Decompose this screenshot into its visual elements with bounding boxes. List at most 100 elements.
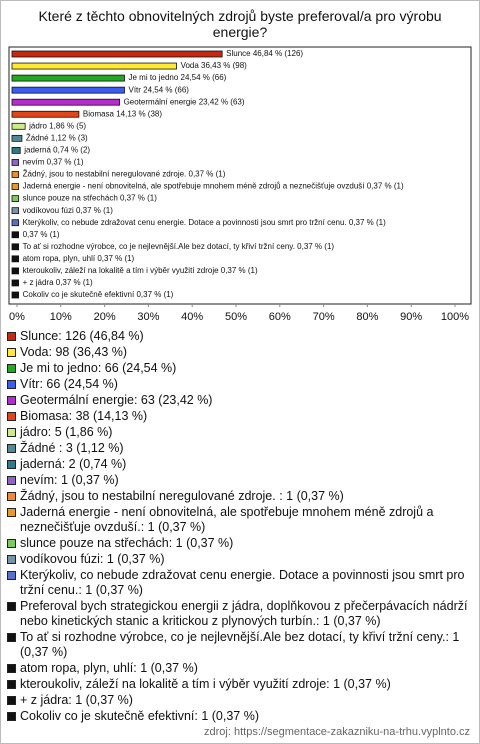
legend-swatch <box>7 696 16 705</box>
legend-label: Žádné : 3 (1,12 %) <box>20 441 124 455</box>
legend-label: Voda: 98 (36,43 %) <box>20 345 128 359</box>
x-tick-label: 0% <box>9 311 25 323</box>
legend-item: Žádný, jsou to nestabilní neregulované z… <box>6 489 472 504</box>
legend-label: Geotermální energie: 63 (23,42 %) <box>20 393 213 407</box>
legend-label: jádro: 5 (1,86 %) <box>20 425 113 439</box>
legend-label: nevím: 1 (0,37 %) <box>20 473 119 487</box>
legend-label: Preferoval bych strategickou energii z j… <box>20 599 468 628</box>
bar-label: Voda 36,43 % (98) <box>181 61 248 70</box>
legend-label: atom ropa, plyn, uhlí: 1 (0,37 %) <box>20 661 198 675</box>
legend-swatch <box>7 602 16 611</box>
legend-label: Biomasa: 38 (14,13 %) <box>20 409 148 423</box>
bar-label: Geotermální energie 23,42 % (63) <box>124 97 245 106</box>
x-tick-label: 70% <box>313 311 335 323</box>
legend-swatch <box>7 633 16 642</box>
x-tick-label: 90% <box>400 311 422 323</box>
legend-swatch <box>7 364 16 373</box>
bar <box>11 122 26 130</box>
bar-label: vodíkovou fúzi 0,37 % (1) <box>23 206 114 215</box>
legend-swatch <box>7 476 16 485</box>
legend-item: Žádné : 3 (1,12 %) <box>6 441 472 456</box>
legend-item: Geotermální energie: 63 (23,42 %) <box>6 393 472 408</box>
legend-item: Slunce: 126 (46,84 %) <box>6 329 472 344</box>
bar <box>11 98 120 106</box>
legend-label: To ať si rozhodne výrobce, co je nejlevn… <box>20 630 460 659</box>
bar-label: Slunce 46,84 % (126) <box>226 49 303 58</box>
bar-label: + z jádra 0,37 % (1) <box>23 278 93 287</box>
bar-label: slunce pouze na střechách 0,37 % (1) <box>23 194 158 203</box>
legend-swatch <box>7 680 16 689</box>
legend-label: jaderná: 2 (0,74 %) <box>20 457 127 471</box>
x-tick-label: 80% <box>356 311 378 323</box>
legend-item: jádro: 5 (1,86 %) <box>6 425 472 440</box>
legend-swatch <box>7 460 16 469</box>
legend-label: Kterýkoliv, co nebude zdražovat cenu ene… <box>20 568 465 597</box>
x-tick-label: 50% <box>225 311 247 323</box>
legend-swatch <box>7 412 16 421</box>
legend-swatch <box>7 428 16 437</box>
legend-label: kteroukoliv, záleží na lokalitě a tím i … <box>20 677 391 691</box>
bar <box>11 62 177 70</box>
x-tick-label: 30% <box>137 311 159 323</box>
legend-item: vodíkovou fúzi: 1 (0,37 %) <box>6 552 472 567</box>
bar <box>11 183 20 190</box>
legend-item: Cokoliv co je skutečně efektivní: 1 (0,3… <box>6 709 472 724</box>
bar <box>11 171 20 178</box>
bar <box>11 267 20 275</box>
bar <box>11 86 125 94</box>
legend-item: Vítr: 66 (24,54 %) <box>6 377 472 392</box>
bar-label: To ať si rozhodne výrobce, co je nejlevn… <box>23 242 335 251</box>
x-tick-label: 10% <box>50 311 72 323</box>
bar <box>11 255 20 263</box>
bar-label: nevím 0,37 % (1) <box>23 158 84 167</box>
bar-label: kteroukoliv, záleží na lokalitě a tím i … <box>23 266 258 275</box>
legend-swatch <box>7 539 16 548</box>
legend-item: atom ropa, plyn, uhlí: 1 (0,37 %) <box>6 661 472 676</box>
legend-swatch <box>7 332 16 341</box>
legend-swatch <box>7 555 16 564</box>
legend-label: Žádný, jsou to nestabilní neregulované z… <box>20 489 344 503</box>
legend-item: To ať si rozhodne výrobce, co je nejlevn… <box>6 630 472 660</box>
legend-swatch <box>7 508 16 517</box>
legend-swatch <box>7 571 16 580</box>
bar-label: Kterýkoliv, co nebude zdražovat cenu ene… <box>23 218 386 227</box>
bar <box>11 219 20 227</box>
x-tick-label: 20% <box>94 311 116 323</box>
legend-label: vodíkovou fúzi: 1 (0,37 %) <box>20 552 165 566</box>
chart-title: Které z těchto obnovitelných zdrojů byst… <box>38 8 442 40</box>
legend-swatch <box>7 492 16 501</box>
legend-item: Je mi to jedno: 66 (24,54 %) <box>6 361 472 376</box>
bar <box>11 50 223 58</box>
bar-label: Vítr 24,54 % (66) <box>128 85 189 94</box>
bar-label: atom ropa, plyn, uhlí 0,37 % (1) <box>23 254 135 263</box>
legend-swatch <box>7 348 16 357</box>
legend-item: kteroukoliv, záleží na lokalitě a tím i … <box>6 677 472 692</box>
bar-label: Je mi to jedno 24,54 % (66) <box>128 73 226 82</box>
legend-swatch <box>7 380 16 389</box>
bar-label: jaderná 0,74 % (2) <box>23 146 90 155</box>
legend-label: Je mi to jedno: 66 (24,54 %) <box>20 361 177 375</box>
bar-label: Žádné 1,12 % (3) <box>26 133 88 142</box>
legend-swatch <box>7 444 16 453</box>
bar <box>11 74 125 82</box>
bar-label: Biomasa 14,13 % (38) <box>83 109 162 118</box>
bar-label: Jaderná energie - není obnovitelná, ale … <box>23 182 404 191</box>
legend-label: Vítr: 66 (24,54 %) <box>20 377 118 391</box>
legend-label: Slunce: 126 (46,84 %) <box>20 329 144 343</box>
bar-label: Cokoliv co je skutečně efektivní 0,37 % … <box>23 290 174 299</box>
x-tick-label: 100% <box>441 311 469 323</box>
bar <box>11 279 20 287</box>
legend-swatch <box>7 712 16 721</box>
source: zdroj: https://segmentace-zakazniku-na-t… <box>204 726 470 738</box>
legend-item: Preferoval bych strategickou energii z j… <box>6 599 472 629</box>
legend-label: slunce pouze na střechách: 1 (0,37 %) <box>20 536 234 550</box>
legend-item: slunce pouze na střechách: 1 (0,37 %) <box>6 536 472 551</box>
legend-item: Kterýkoliv, co nebude zdražovat cenu ene… <box>6 568 472 598</box>
bar <box>11 231 20 239</box>
bar <box>11 159 20 166</box>
bar <box>11 146 21 154</box>
legend-item: Jaderná energie - není obnovitelná, ale … <box>6 505 472 535</box>
legend-item: Voda: 98 (36,43 %) <box>6 345 472 360</box>
bar-label: 0,37 % (1) <box>23 230 60 239</box>
bar <box>11 134 23 142</box>
